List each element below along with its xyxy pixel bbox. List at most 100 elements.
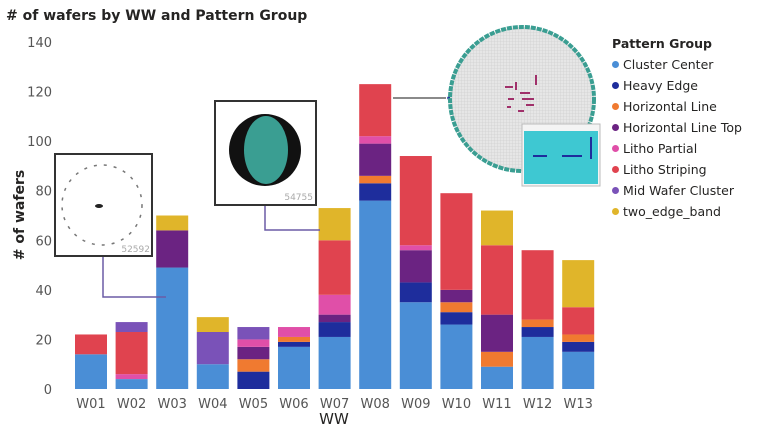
- bar-segment-litho-striping[interactable]: [75, 334, 107, 355]
- bar-segment-heavy-edge[interactable]: [278, 341, 310, 347]
- x-tick-label: W02: [117, 397, 146, 412]
- bar-segment-horizontal-line[interactable]: [521, 319, 554, 328]
- bar-segment-litho-striping[interactable]: [481, 245, 513, 315]
- legend-label: two_edge_band: [623, 204, 721, 219]
- x-tick-label: W05: [239, 397, 268, 412]
- bar-segment-litho-striping[interactable]: [359, 84, 392, 137]
- legend-dot-icon: [612, 208, 619, 215]
- y-axis-label: # of wafers: [12, 170, 28, 260]
- legend-label: Litho Partial: [623, 141, 698, 156]
- bar-segment-cluster-center[interactable]: [521, 336, 554, 389]
- legend-item[interactable]: Horizontal Line: [612, 96, 742, 117]
- x-tick-label: W01: [76, 397, 105, 412]
- legend-item[interactable]: Heavy Edge: [612, 75, 742, 96]
- bar-segment-horizontal-line-top[interactable]: [481, 314, 513, 352]
- legend-title: Pattern Group: [612, 36, 712, 51]
- bar-segment-horizontal-line[interactable]: [481, 351, 513, 367]
- bar-segment-horizontal-line[interactable]: [278, 336, 310, 342]
- bar-segment-heavy-edge[interactable]: [440, 312, 473, 325]
- legend-label: Litho Striping: [623, 162, 707, 177]
- bar-segment-heavy-edge[interactable]: [359, 183, 392, 201]
- bar-segment-horizontal-line-top[interactable]: [440, 289, 473, 303]
- bar-segment-litho-partial[interactable]: [399, 245, 432, 251]
- bar-segment-two-edge-band[interactable]: [562, 260, 595, 308]
- legend-label: Cluster Center: [623, 57, 714, 72]
- bar-segment-litho-partial[interactable]: [359, 136, 392, 144]
- bar-segment-litho-partial[interactable]: [278, 327, 310, 337]
- x-tick-label: W07: [320, 397, 349, 412]
- bar-segment-cluster-center[interactable]: [75, 354, 107, 389]
- bar-segment-litho-striping[interactable]: [521, 250, 554, 320]
- bar-segment-two-edge-band[interactable]: [481, 210, 513, 246]
- legend-dot-icon: [612, 103, 619, 110]
- x-tick-label: W03: [157, 397, 186, 412]
- bar-segment-horizontal-line[interactable]: [440, 302, 473, 313]
- legend-dot-icon: [612, 61, 619, 68]
- legend-item[interactable]: Mid Wafer Cluster: [612, 180, 742, 201]
- bar-segment-cluster-center[interactable]: [115, 379, 148, 389]
- legend-item[interactable]: Litho Striping: [612, 159, 742, 180]
- bar-segment-cluster-center[interactable]: [318, 336, 351, 389]
- x-tick-label: W13: [563, 397, 592, 412]
- legend-label: Mid Wafer Cluster: [623, 183, 734, 198]
- bar-segment-heavy-edge[interactable]: [562, 341, 595, 352]
- bar-segment-cluster-center[interactable]: [278, 346, 310, 389]
- wafer-inset-3: [393, 25, 601, 187]
- wafer-inset-1: 52592: [54, 153, 166, 298]
- bar-segment-cluster-center[interactable]: [440, 324, 473, 389]
- bar-segment-mid-wafer-cluster[interactable]: [237, 327, 270, 340]
- bar-segment-heavy-edge[interactable]: [318, 322, 351, 337]
- bar-segment-horizontal-line-top[interactable]: [399, 250, 432, 283]
- x-tick-label: W08: [360, 397, 389, 412]
- bar-segment-litho-partial[interactable]: [237, 339, 270, 347]
- bar-segment-two-edge-band[interactable]: [318, 208, 351, 241]
- bar-segment-litho-partial[interactable]: [318, 294, 351, 315]
- x-tick-label: W09: [401, 397, 430, 412]
- bar-segment-litho-striping[interactable]: [318, 240, 351, 295]
- legend-item[interactable]: two_edge_band: [612, 201, 742, 222]
- bar-segment-litho-striping[interactable]: [562, 307, 595, 335]
- legend-dot-icon: [612, 82, 619, 89]
- bar-segment-horizontal-line-top[interactable]: [237, 346, 270, 360]
- wafer-map: [61, 164, 143, 246]
- bar-segment-two-edge-band[interactable]: [196, 317, 229, 332]
- bar-segment-horizontal-line[interactable]: [359, 175, 392, 184]
- bar-segment-cluster-center[interactable]: [562, 351, 595, 389]
- bar-segment-horizontal-line[interactable]: [562, 334, 595, 342]
- bar-segment-horizontal-line-top[interactable]: [318, 314, 351, 323]
- legend-label: Heavy Edge: [623, 78, 698, 93]
- bar-segment-litho-partial[interactable]: [115, 374, 148, 380]
- bar-segment-litho-striping[interactable]: [115, 331, 148, 375]
- bar-segment-horizontal-line-top[interactable]: [359, 143, 392, 176]
- connector-line: [102, 257, 166, 298]
- legend-item[interactable]: Horizontal Line Top: [612, 117, 742, 138]
- y-tick-label: 120: [27, 86, 52, 101]
- bar-segment-cluster-center[interactable]: [196, 364, 229, 389]
- bar-segment-mid-wafer-cluster[interactable]: [196, 331, 229, 365]
- y-tick-label: 20: [35, 333, 52, 348]
- y-tick-label: 40: [35, 284, 52, 299]
- bar-segment-cluster-center[interactable]: [399, 302, 432, 389]
- legend-label: Horizontal Line: [623, 99, 717, 114]
- bar-segment-litho-striping[interactable]: [399, 156, 432, 246]
- bar-segment-cluster-center[interactable]: [481, 366, 513, 389]
- wafer-id-label: 52592: [121, 245, 150, 255]
- chart-title: # of wafers by WW and Pattern Group: [6, 8, 308, 24]
- legend-dot-icon: [612, 166, 619, 173]
- bar-segment-cluster-center[interactable]: [156, 267, 189, 389]
- bar-segment-mid-wafer-cluster[interactable]: [115, 322, 148, 332]
- bar-segment-two-edge-band[interactable]: [156, 215, 189, 231]
- x-tick-label: W12: [523, 397, 552, 412]
- bar-segment-heavy-edge[interactable]: [237, 371, 270, 389]
- legend-item[interactable]: Cluster Center: [612, 54, 742, 75]
- bar-segment-cluster-center[interactable]: [359, 200, 392, 389]
- bar-segment-heavy-edge[interactable]: [521, 327, 554, 337]
- bar-segment-heavy-edge[interactable]: [399, 282, 432, 303]
- bar-segment-horizontal-line-top[interactable]: [156, 230, 189, 268]
- y-tick-label: 140: [27, 36, 52, 51]
- bar-segment-litho-striping[interactable]: [440, 193, 473, 290]
- legend-item[interactable]: Litho Partial: [612, 138, 742, 159]
- x-tick-label: W11: [482, 397, 511, 412]
- bar-segment-horizontal-line[interactable]: [237, 359, 270, 372]
